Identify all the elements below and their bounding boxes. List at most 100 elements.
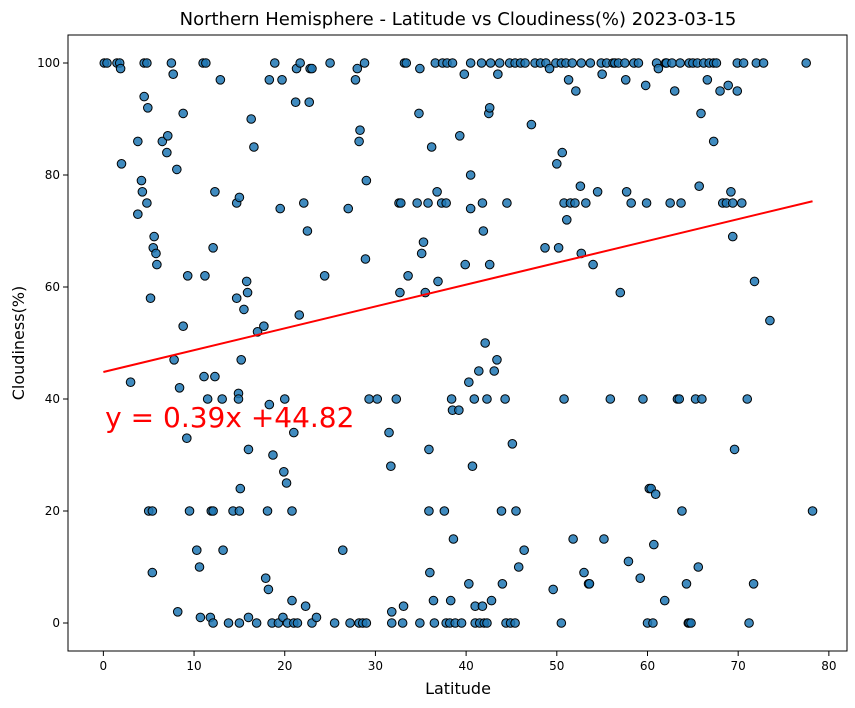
regression-equation-label: y = 0.39x +44.82 bbox=[105, 401, 354, 434]
data-point bbox=[202, 394, 213, 404]
data-point bbox=[294, 310, 305, 320]
data-point bbox=[194, 562, 205, 572]
data-point bbox=[702, 75, 713, 85]
data-point bbox=[674, 394, 685, 404]
x-axis-label: Latitude bbox=[425, 679, 491, 698]
data-point bbox=[235, 483, 246, 494]
data-point bbox=[507, 439, 518, 449]
data-points bbox=[99, 58, 818, 628]
data-point bbox=[208, 618, 218, 628]
data-point bbox=[445, 595, 456, 606]
data-point bbox=[441, 198, 451, 208]
x-tick-label: 20 bbox=[277, 659, 292, 673]
data-point bbox=[738, 58, 749, 68]
data-point bbox=[415, 618, 425, 628]
data-point bbox=[615, 287, 626, 298]
data-point bbox=[307, 63, 317, 74]
data-point bbox=[269, 58, 280, 68]
data-point bbox=[465, 170, 476, 180]
data-point bbox=[364, 394, 374, 404]
data-point bbox=[456, 618, 467, 628]
data-point bbox=[477, 198, 488, 208]
data-point bbox=[584, 579, 595, 589]
data-point bbox=[268, 450, 278, 460]
data-point bbox=[418, 237, 429, 247]
data-point bbox=[446, 394, 457, 404]
data-point bbox=[360, 254, 371, 264]
data-point bbox=[454, 405, 464, 416]
data-point bbox=[513, 562, 524, 572]
data-point bbox=[635, 573, 646, 584]
data-point bbox=[496, 506, 507, 516]
data-point bbox=[423, 198, 433, 208]
data-point bbox=[133, 136, 143, 147]
data-point bbox=[570, 198, 580, 208]
data-point bbox=[677, 506, 687, 516]
data-point bbox=[620, 58, 630, 68]
data-point bbox=[765, 315, 775, 326]
data-point bbox=[559, 394, 569, 404]
data-point bbox=[424, 506, 434, 516]
data-point bbox=[485, 58, 496, 68]
data-point bbox=[665, 198, 675, 208]
data-point bbox=[592, 187, 603, 197]
data-point bbox=[137, 187, 148, 197]
data-point bbox=[208, 506, 218, 516]
data-point bbox=[142, 198, 152, 208]
data-point bbox=[397, 618, 408, 628]
data-point bbox=[191, 545, 202, 556]
data-point bbox=[425, 567, 435, 578]
data-point bbox=[149, 231, 159, 242]
data-point bbox=[218, 545, 228, 556]
data-point bbox=[568, 534, 578, 544]
data-point bbox=[696, 108, 706, 119]
data-point bbox=[467, 461, 478, 472]
data-point bbox=[337, 545, 348, 556]
data-point bbox=[489, 366, 500, 376]
y-tick-label: 40 bbox=[45, 392, 60, 406]
data-point bbox=[162, 147, 172, 158]
data-point bbox=[464, 377, 474, 388]
data-point bbox=[143, 103, 153, 113]
data-point bbox=[181, 433, 192, 444]
data-point bbox=[641, 198, 652, 208]
y-axis-ticks: 0 20 40 60 80 100 bbox=[37, 56, 68, 630]
data-point bbox=[480, 338, 490, 348]
data-point bbox=[694, 181, 704, 191]
regression-line bbox=[103, 200, 813, 373]
data-point bbox=[744, 618, 754, 628]
data-point bbox=[416, 248, 427, 259]
plot-frame bbox=[67, 34, 848, 652]
data-point bbox=[648, 618, 658, 628]
data-point bbox=[599, 534, 609, 544]
data-point bbox=[217, 394, 227, 404]
data-point bbox=[215, 75, 226, 85]
data-point bbox=[304, 97, 315, 107]
data-point bbox=[581, 198, 591, 208]
data-point bbox=[233, 394, 244, 404]
data-point bbox=[727, 231, 738, 242]
data-point bbox=[675, 58, 685, 68]
data-point bbox=[484, 259, 495, 270]
data-point bbox=[548, 584, 558, 595]
data-point bbox=[576, 58, 587, 68]
data-point bbox=[482, 618, 492, 628]
data-point bbox=[474, 366, 484, 376]
data-point bbox=[749, 276, 760, 287]
data-point bbox=[723, 80, 734, 91]
data-point bbox=[262, 506, 273, 516]
data-point bbox=[395, 287, 405, 298]
data-point bbox=[242, 287, 253, 298]
data-point bbox=[801, 58, 811, 68]
data-point bbox=[354, 136, 364, 147]
data-point bbox=[807, 506, 818, 516]
data-point bbox=[459, 69, 470, 79]
data-point bbox=[275, 203, 286, 214]
data-point bbox=[345, 618, 355, 628]
data-point bbox=[201, 58, 211, 68]
data-point bbox=[355, 125, 365, 135]
data-point bbox=[359, 58, 370, 68]
data-point bbox=[588, 259, 598, 270]
data-point bbox=[748, 579, 759, 589]
